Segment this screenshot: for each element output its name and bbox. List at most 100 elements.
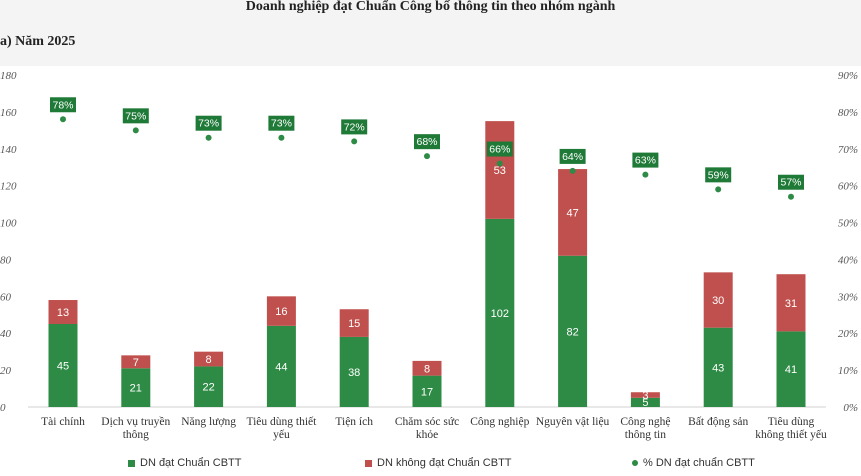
- pct-label-bg: [486, 141, 513, 157]
- y2-tick-label: 40%: [838, 254, 858, 266]
- y-tick-label: 100: [0, 218, 17, 230]
- chart-subtitle: a) Năm 2025: [0, 34, 76, 49]
- bar-not-achieved: [339, 309, 369, 337]
- bar-not-achieved: [776, 274, 806, 332]
- bar-achieved: [630, 397, 660, 407]
- value-label-not-achieved: 30: [712, 295, 724, 307]
- value-label-achieved: 22: [202, 382, 214, 394]
- pct-label: 57%: [780, 177, 801, 189]
- legend-item-not-achieved: DN không đạt Chuẩn CBTT: [365, 457, 512, 469]
- pct-label: 73%: [271, 118, 292, 130]
- value-label-achieved: 38: [348, 367, 360, 379]
- value-label-not-achieved: 13: [57, 307, 69, 319]
- pct-dot: [132, 127, 139, 134]
- category-label: khỏe: [416, 429, 438, 441]
- pct-label-bg: [50, 97, 76, 113]
- y-tick-label: 180: [0, 70, 17, 82]
- category-label: yếu: [273, 428, 290, 441]
- pct-dot: [351, 138, 358, 145]
- value-label-achieved: 43: [712, 362, 724, 374]
- category-label: Bất động sản: [688, 415, 748, 428]
- value-label-achieved: 5: [642, 397, 648, 409]
- bar-not-achieved: [266, 296, 296, 326]
- pct-dot: [569, 167, 576, 174]
- y-tick-label: 20: [0, 365, 12, 377]
- y-tick-label: 80: [0, 254, 12, 266]
- bar-achieved: [339, 336, 369, 407]
- category-label: Dịch vụ truyền: [101, 415, 170, 428]
- pct-dot: [278, 134, 285, 141]
- pct-label-bg: [122, 108, 149, 124]
- y-tick-label: 0: [0, 402, 6, 414]
- bar-achieved: [412, 375, 442, 407]
- y2-tick-label: 0%: [843, 402, 858, 414]
- legend-label-not-achieved: DN không đạt Chuẩn CBTT: [377, 457, 512, 469]
- value-label-not-achieved: 31: [785, 298, 797, 310]
- legend-label-pct: % DN đạt chuẩn CBTT: [643, 457, 755, 469]
- bar-not-achieved: [703, 272, 733, 328]
- category-label: thông tin: [625, 429, 666, 441]
- pct-label-bg: [341, 119, 368, 135]
- right-axis: 0% 10% 20% 30% 40% 50% 60% 70% 80% 90%: [837, 70, 858, 414]
- bar-not-achieved: [48, 300, 78, 324]
- y2-tick-label: 30%: [837, 291, 858, 303]
- category-label: Tiện ích: [335, 416, 373, 428]
- value-label-not-achieved: 53: [494, 165, 506, 177]
- bar-not-achieved: [558, 169, 588, 256]
- y-tick-label: 60: [0, 291, 12, 303]
- pct-label-bg: [705, 167, 732, 183]
- bar-not-achieved: [121, 355, 151, 369]
- pct-label: 59%: [708, 169, 729, 181]
- category-label: Chăm sóc sức: [395, 416, 459, 428]
- pct-label: 63%: [635, 155, 656, 167]
- bar-achieved: [703, 327, 733, 407]
- pct-label: 68%: [416, 136, 437, 148]
- category-label: Tiêu dùng: [768, 416, 815, 428]
- value-label-not-achieved: 8: [206, 354, 212, 366]
- pct-dot: [642, 171, 649, 178]
- value-label-achieved: 41: [785, 364, 797, 376]
- bar-not-achieved: [412, 360, 442, 376]
- y-tick-label: 40: [0, 328, 12, 340]
- chart-legend: DN đạt Chuẩn CBTT DN không đạt Chuẩn CBT…: [0, 457, 861, 473]
- y-tick-label: 120: [0, 181, 17, 193]
- y2-tick-label: 20%: [838, 328, 858, 340]
- percentage-series: 78% 75% 73% 73% 72% 68% 66% 64% 63% 59% 57%: [50, 97, 804, 200]
- pct-label-bg: [632, 152, 659, 168]
- value-label-not-achieved: 7: [133, 357, 139, 369]
- category-label: không thiết yếu: [755, 428, 827, 441]
- bars: 45 13 21 7 22 8 44 16 38 15 17 8 102 53 82 47 53 43 30 41 31: [48, 121, 806, 409]
- pct-dot: [496, 160, 503, 167]
- legend-label-achieved: DN đạt Chuẩn CBTT: [140, 457, 242, 469]
- legend-item-pct: % DN đạt chuẩn CBTT: [632, 457, 755, 469]
- bar-achieved: [558, 255, 588, 407]
- legend-swatch-not-achieved: [365, 459, 372, 467]
- value-label-not-achieved: 16: [275, 306, 287, 318]
- value-label-achieved: 102: [491, 308, 509, 320]
- y-tick-label: 140: [0, 144, 17, 156]
- y2-tick-label: 70%: [838, 144, 858, 156]
- y2-tick-label: 50%: [838, 218, 858, 230]
- pct-label-bg: [414, 134, 440, 150]
- pct-dot: [715, 186, 722, 193]
- pct-label: 72%: [344, 121, 365, 133]
- bar-achieved: [485, 218, 515, 407]
- y-tick-label: 160: [0, 107, 17, 119]
- category-label: Công nghiệp: [470, 416, 529, 428]
- value-label-not-achieved: 47: [566, 207, 578, 219]
- pct-dot: [60, 116, 66, 123]
- chart-header-band: [0, 0, 861, 66]
- value-label-not-achieved: 3: [642, 390, 648, 402]
- value-label-achieved: 45: [57, 361, 69, 373]
- bar-achieved: [121, 368, 151, 407]
- value-label-achieved: 44: [275, 361, 287, 373]
- bar-not-achieved: [485, 121, 515, 219]
- category-label: Tài chính: [41, 416, 85, 428]
- y2-tick-label: 90%: [838, 70, 858, 82]
- pct-label: 66%: [489, 144, 510, 156]
- pct-label-bg: [778, 174, 804, 190]
- value-label-achieved: 17: [421, 386, 433, 398]
- bar-achieved: [776, 331, 806, 407]
- bar-achieved: [194, 366, 224, 407]
- category-label: Năng lượng: [181, 416, 236, 428]
